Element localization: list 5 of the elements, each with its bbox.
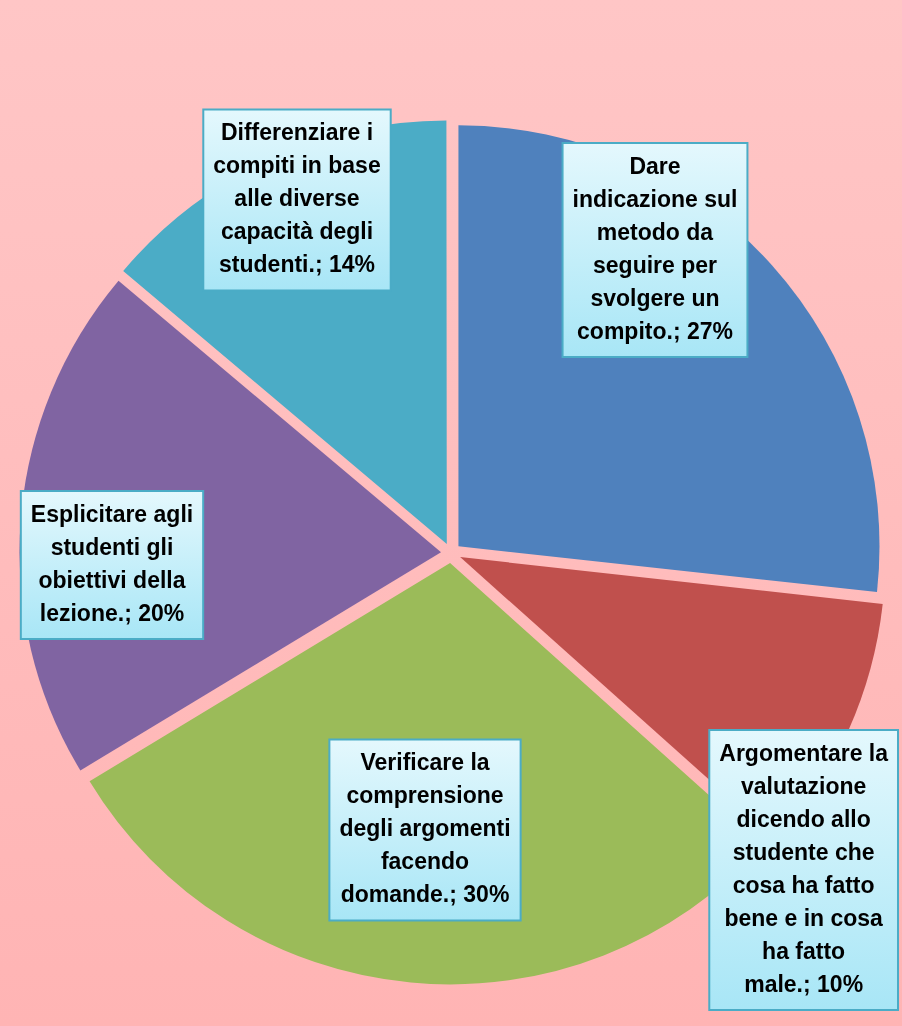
slice-label: Argomentare la valutazione dicendo allo studente che cosa ha fatto bene e in cosa ha fatto male.; 10%: [719, 739, 889, 997]
slice-label: Verificare la comprensione degli argomenti facendo domande.; 30%: [339, 749, 511, 908]
slice-label: Esplicitare agli studenti gli obiettivi della lezione.; 20%: [30, 500, 194, 626]
slice-label: Dare indicazione sul metodo da seguire per svolgere un compito.; 27%: [572, 152, 738, 344]
slice-label: Differenziare i compiti in base alle diverse capacità degli studenti.; 14%: [213, 119, 381, 278]
